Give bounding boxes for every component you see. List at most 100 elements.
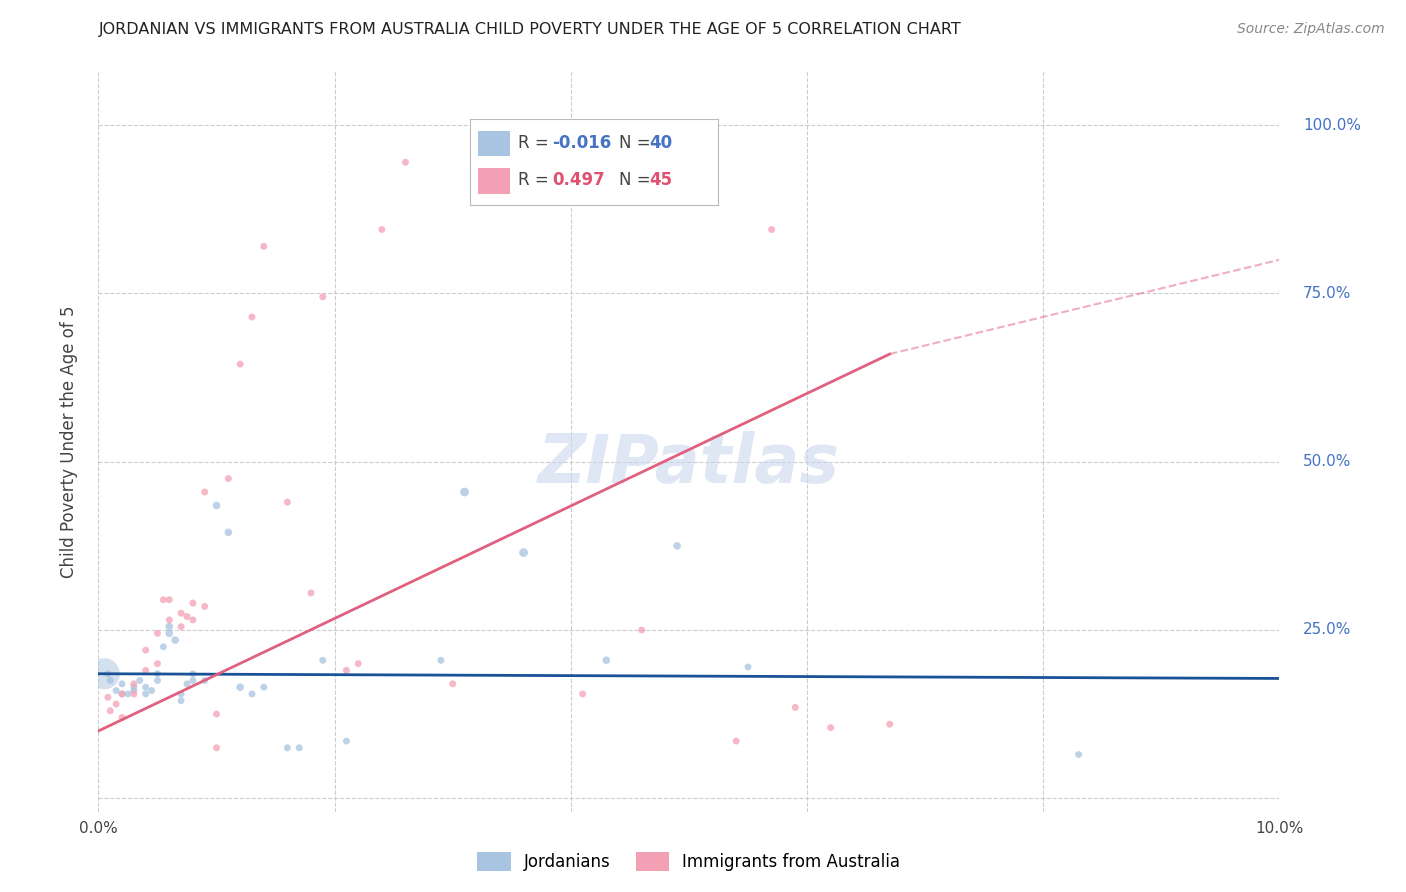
- Text: 75.0%: 75.0%: [1303, 286, 1351, 301]
- Legend: Jordanians, Immigrants from Australia: Jordanians, Immigrants from Australia: [471, 845, 907, 878]
- Point: [512, 545, 534, 560]
- Point: [165, 633, 187, 648]
- Point: [240, 687, 263, 701]
- Point: [229, 680, 252, 694]
- Text: N =: N =: [619, 171, 657, 189]
- Point: [371, 222, 394, 236]
- Point: [170, 694, 193, 708]
- Point: [453, 485, 475, 500]
- Point: [276, 495, 298, 509]
- Point: [111, 687, 134, 701]
- Point: [122, 683, 145, 698]
- Text: -0.016: -0.016: [553, 134, 612, 152]
- Point: [689, 118, 711, 132]
- Point: [253, 239, 276, 253]
- Point: [157, 619, 180, 633]
- Bar: [478, 130, 510, 156]
- Point: [571, 687, 593, 701]
- Point: [135, 643, 157, 657]
- Point: [157, 592, 180, 607]
- Point: [176, 677, 198, 691]
- Point: [157, 613, 180, 627]
- Point: [141, 683, 163, 698]
- Text: N =: N =: [619, 134, 657, 152]
- Point: [170, 619, 193, 633]
- Point: [146, 673, 169, 688]
- Point: [170, 687, 193, 701]
- Point: [181, 673, 204, 688]
- Text: JORDANIAN VS IMMIGRANTS FROM AUSTRALIA CHILD POVERTY UNDER THE AGE OF 5 CORRELAT: JORDANIAN VS IMMIGRANTS FROM AUSTRALIA C…: [98, 22, 962, 37]
- Point: [335, 734, 357, 748]
- Point: [181, 666, 204, 681]
- Point: [146, 626, 169, 640]
- Point: [229, 357, 252, 371]
- Point: [170, 606, 193, 620]
- Point: [135, 664, 157, 678]
- Point: [152, 592, 174, 607]
- Point: [240, 310, 263, 324]
- Point: [194, 485, 217, 500]
- Point: [217, 471, 239, 485]
- Point: [441, 677, 464, 691]
- Point: [98, 673, 121, 688]
- Point: [176, 609, 198, 624]
- Point: [312, 653, 335, 667]
- Point: [536, 192, 558, 206]
- Point: [111, 687, 134, 701]
- Text: Source: ZipAtlas.com: Source: ZipAtlas.com: [1237, 22, 1385, 37]
- Point: [1067, 747, 1090, 762]
- Point: [737, 660, 759, 674]
- Point: [630, 623, 652, 637]
- Point: [157, 626, 180, 640]
- Point: [394, 155, 416, 169]
- Point: [501, 118, 523, 132]
- Point: [135, 680, 157, 694]
- Point: [111, 677, 134, 691]
- Point: [194, 599, 217, 614]
- Bar: [478, 168, 510, 194]
- Point: [205, 707, 228, 722]
- Point: [347, 657, 370, 671]
- Point: [335, 664, 357, 678]
- Point: [181, 596, 204, 610]
- Text: 40: 40: [650, 134, 672, 152]
- Point: [205, 499, 228, 513]
- Point: [146, 657, 169, 671]
- Point: [117, 687, 139, 701]
- Point: [217, 525, 239, 540]
- Point: [146, 666, 169, 681]
- Point: [122, 677, 145, 691]
- Point: [205, 740, 228, 755]
- Point: [98, 704, 121, 718]
- Point: [194, 673, 217, 688]
- Text: 100.0%: 100.0%: [1303, 118, 1361, 133]
- Point: [312, 290, 335, 304]
- Point: [820, 721, 842, 735]
- Text: R =: R =: [517, 134, 554, 152]
- Text: 0.497: 0.497: [553, 171, 605, 189]
- Point: [122, 687, 145, 701]
- Text: R =: R =: [517, 171, 558, 189]
- Point: [725, 734, 748, 748]
- Point: [276, 740, 298, 755]
- Point: [122, 680, 145, 694]
- Point: [135, 687, 157, 701]
- Text: 25.0%: 25.0%: [1303, 623, 1351, 638]
- Point: [105, 683, 128, 698]
- Y-axis label: Child Poverty Under the Age of 5: Child Poverty Under the Age of 5: [59, 305, 77, 578]
- Point: [253, 680, 276, 694]
- Point: [879, 717, 901, 731]
- Text: 45: 45: [650, 171, 672, 189]
- Point: [181, 613, 204, 627]
- Point: [152, 640, 174, 654]
- Point: [430, 653, 453, 667]
- Point: [128, 673, 150, 688]
- Point: [97, 666, 120, 681]
- Point: [288, 740, 311, 755]
- Point: [93, 666, 115, 681]
- Point: [105, 697, 128, 711]
- Point: [595, 653, 617, 667]
- Point: [761, 222, 783, 236]
- Point: [666, 539, 689, 553]
- Point: [111, 710, 134, 724]
